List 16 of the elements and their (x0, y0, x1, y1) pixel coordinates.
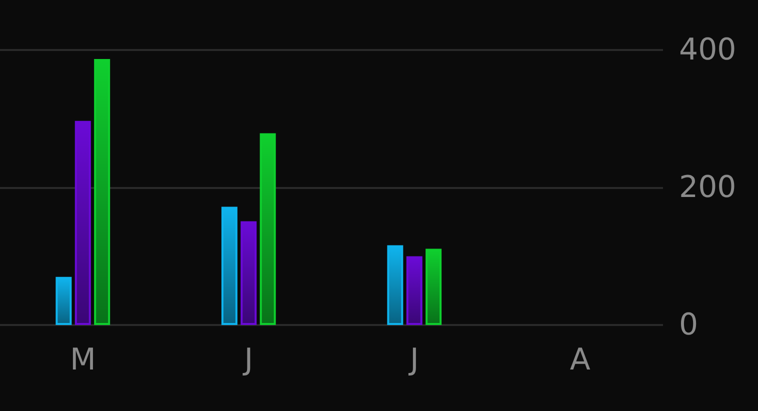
y-tick-label: 200 (679, 170, 736, 205)
bar (426, 248, 442, 325)
x-tick-label: J (242, 342, 254, 378)
bar (406, 256, 422, 325)
y-tick-label: 400 (679, 32, 736, 68)
bar (94, 58, 110, 325)
bar (74, 120, 91, 325)
x-tick-label: M (70, 342, 96, 378)
bar (221, 206, 238, 325)
x-tick-label: A (570, 342, 591, 378)
bar (260, 133, 276, 325)
bar (56, 276, 72, 325)
x-tick-label: J (408, 342, 419, 378)
y-tick-label: 0 (679, 308, 698, 342)
bar (387, 245, 404, 325)
bar (240, 221, 257, 325)
